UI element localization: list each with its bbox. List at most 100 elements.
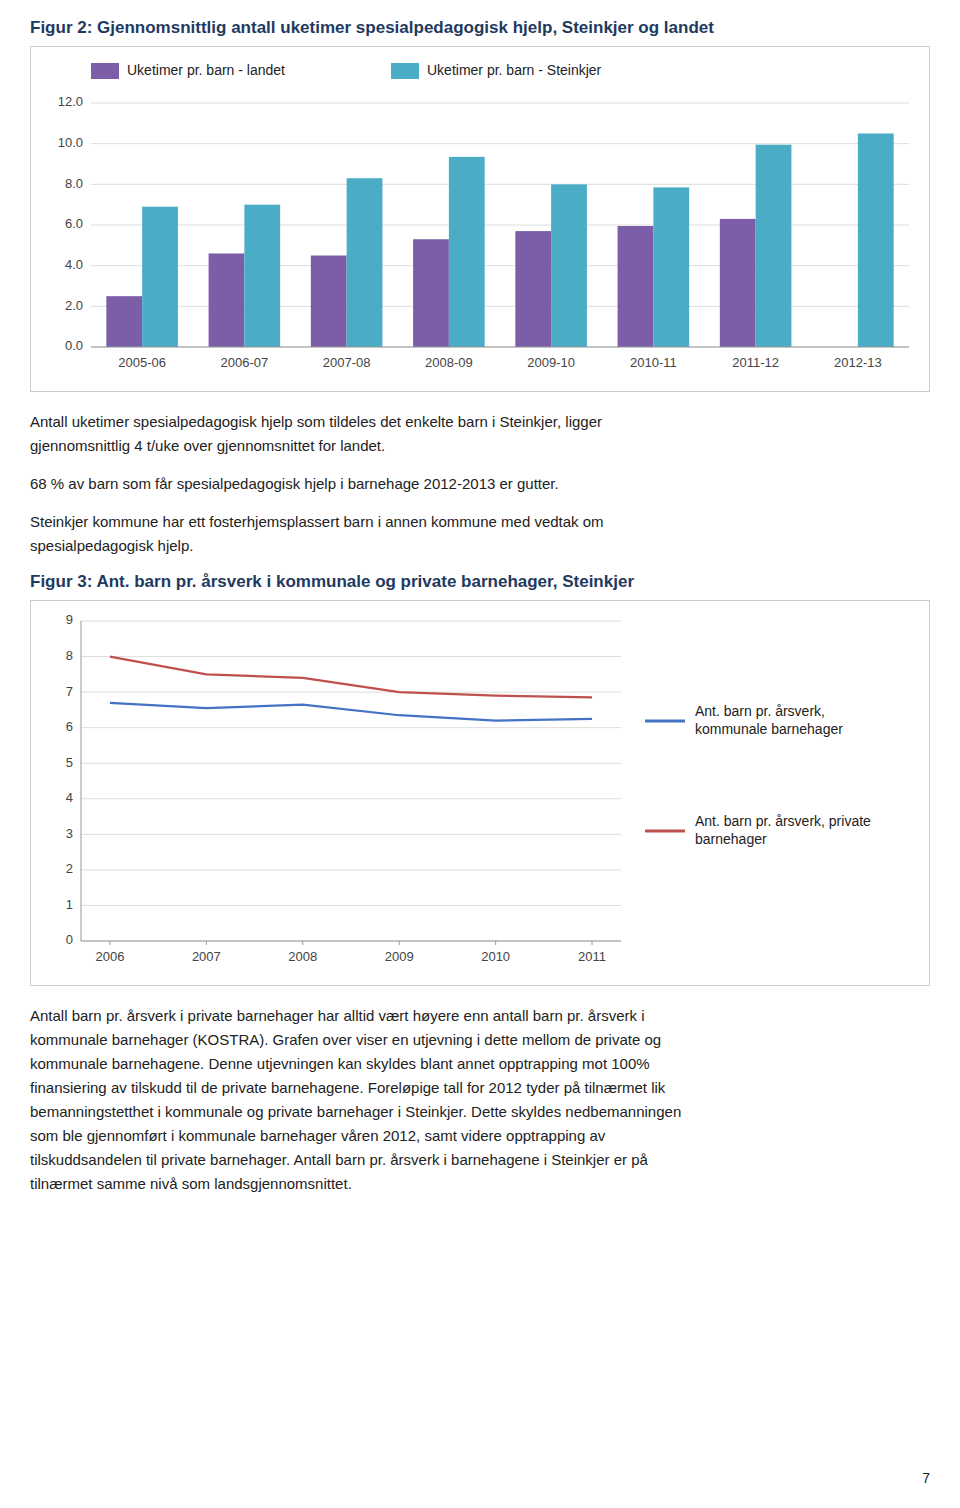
x-tick-label: 2011-12: [732, 355, 779, 370]
page-number: 7: [922, 1470, 930, 1486]
x-axis: 2005-06 2006-07 2007-08 2008-09 2009-10 2010-…: [118, 355, 881, 370]
grid-line: [81, 798, 621, 799]
y-tick-label: 1: [66, 897, 73, 912]
text-line: Ant. barn pr. årsverk,: [695, 703, 825, 719]
x-axis-line: [81, 941, 621, 942]
y-tick-label: 4: [66, 790, 73, 805]
grid-line: [81, 656, 621, 657]
x-tick-label: 2009-10: [527, 355, 575, 370]
bar: [653, 187, 689, 347]
y-tick-label: 7: [66, 684, 73, 699]
grid-line: [81, 905, 621, 906]
grid-line: [81, 869, 621, 870]
chart-title: Figur 2: Gjennomsnittlig antall uketimer…: [30, 18, 930, 38]
lines: [110, 657, 592, 721]
text-line: kommunale barnehager: [695, 721, 843, 737]
y-tick-label: 5: [66, 755, 73, 770]
x-tick-label: 2007-08: [323, 355, 371, 370]
legend-label: Ant. barn pr. årsverk, private barnehager: [695, 813, 871, 847]
bar: [858, 134, 894, 348]
grid-line: [81, 834, 621, 835]
grid-line: [91, 103, 909, 104]
bar: [618, 226, 654, 347]
legend: Uketimer pr. barn - landet Uketimer pr. b…: [91, 62, 602, 79]
y-tick-label: 2.0: [65, 298, 83, 313]
y-axis: 0 1 2 3 4 5 6 7 8 9: [66, 612, 621, 947]
grid-line: [81, 692, 621, 693]
y-tick-label: 8: [66, 648, 73, 663]
bar: [209, 253, 245, 347]
line: [110, 703, 592, 721]
x-tick: [592, 941, 593, 945]
y-tick-label: 8.0: [65, 176, 83, 191]
grid-line: [81, 763, 621, 764]
y-tick-label: 2: [66, 861, 73, 876]
page: Figur 2: Gjennomsnittlig antall uketimer…: [0, 0, 960, 1508]
legend-swatch: [91, 63, 119, 79]
legend-label: Uketimer pr. barn - landet: [127, 62, 285, 78]
paragraph: Antall barn pr. årsverk i private barneh…: [30, 1004, 930, 1196]
x-tick-label: 2008-09: [425, 355, 473, 370]
bars: [106, 134, 893, 348]
y-axis: 0.0 2.0 4.0 6.0 8.0 10.0 12.0: [58, 94, 909, 353]
y-tick-label: 0.0: [65, 338, 83, 353]
legend-swatch: [391, 63, 419, 79]
bar: [449, 157, 485, 347]
x-tick: [495, 941, 496, 945]
y-tick-label: 12.0: [58, 94, 83, 109]
bar: [720, 219, 756, 347]
x-tick-label: 2009: [385, 949, 414, 964]
legend-label: Ant. barn pr. årsverk, kommunale barnehag…: [695, 703, 843, 737]
paragraph: Steinkjer kommune har ett fosterhjemspla…: [30, 510, 930, 558]
text-line: Ant. barn pr. årsverk, private: [695, 813, 871, 829]
x-tick-label: 2007: [192, 949, 221, 964]
legend-swatch: [645, 830, 685, 833]
x-tick: [399, 941, 400, 945]
x-tick: [206, 941, 207, 945]
x-tick-label: 2010-11: [630, 355, 677, 370]
bar-chart: Uketimer pr. barn - landet Uketimer pr. b…: [31, 47, 929, 387]
x-tick-label: 2006-07: [221, 355, 269, 370]
x-tick: [302, 941, 303, 945]
paragraph: 68 % av barn som får spesialpedagogisk h…: [30, 472, 930, 496]
text-line: barnehager: [695, 831, 767, 847]
line-chart: 0123456789200620072008200920102011Ant. b…: [31, 601, 929, 981]
bar: [142, 207, 178, 347]
chart-title: Figur 3: Ant. barn pr. årsverk i kommuna…: [30, 572, 930, 592]
y-tick-label: 9: [66, 612, 73, 627]
grid-line: [81, 621, 621, 622]
x-tick-label: 2008: [288, 949, 317, 964]
grid-line: [81, 727, 621, 728]
bar: [413, 239, 449, 347]
x-tick-label: 2005-06: [118, 355, 166, 370]
grid-line: [91, 347, 909, 348]
chart-box: Uketimer pr. barn - landet Uketimer pr. b…: [30, 46, 930, 392]
x-tick-label: 2011: [578, 949, 606, 964]
bar: [756, 145, 792, 347]
bar: [551, 184, 587, 347]
grid-line: [81, 941, 621, 942]
chart-box: 0123456789200620072008200920102011Ant. b…: [30, 600, 930, 986]
y-tick-label: 0: [66, 932, 73, 947]
x-axis-line: [91, 347, 909, 348]
x-axis: 200620072008200920102011: [95, 941, 606, 964]
y-axis-line: [81, 621, 82, 941]
bar: [106, 296, 142, 347]
legend-label: Uketimer pr. barn - Steinkjer: [427, 62, 602, 78]
bar: [311, 256, 347, 348]
y-tick-label: 3: [66, 826, 73, 841]
paragraph: Antall uketimer spesialpedagogisk hjelp …: [30, 410, 930, 458]
y-tick-label: 4.0: [65, 257, 83, 272]
y-tick-label: 6.0: [65, 216, 83, 231]
y-tick-label: 10.0: [58, 135, 83, 150]
line: [110, 657, 592, 698]
bar: [515, 231, 551, 347]
bar: [347, 178, 383, 347]
bar: [244, 205, 280, 347]
grid-line: [91, 143, 909, 144]
legend-swatch: [645, 720, 685, 723]
legend: Ant. barn pr. årsverk, kommunale barnehag…: [645, 703, 871, 847]
x-tick: [109, 941, 110, 945]
y-tick-label: 6: [66, 719, 73, 734]
x-tick-label: 2010: [481, 949, 510, 964]
